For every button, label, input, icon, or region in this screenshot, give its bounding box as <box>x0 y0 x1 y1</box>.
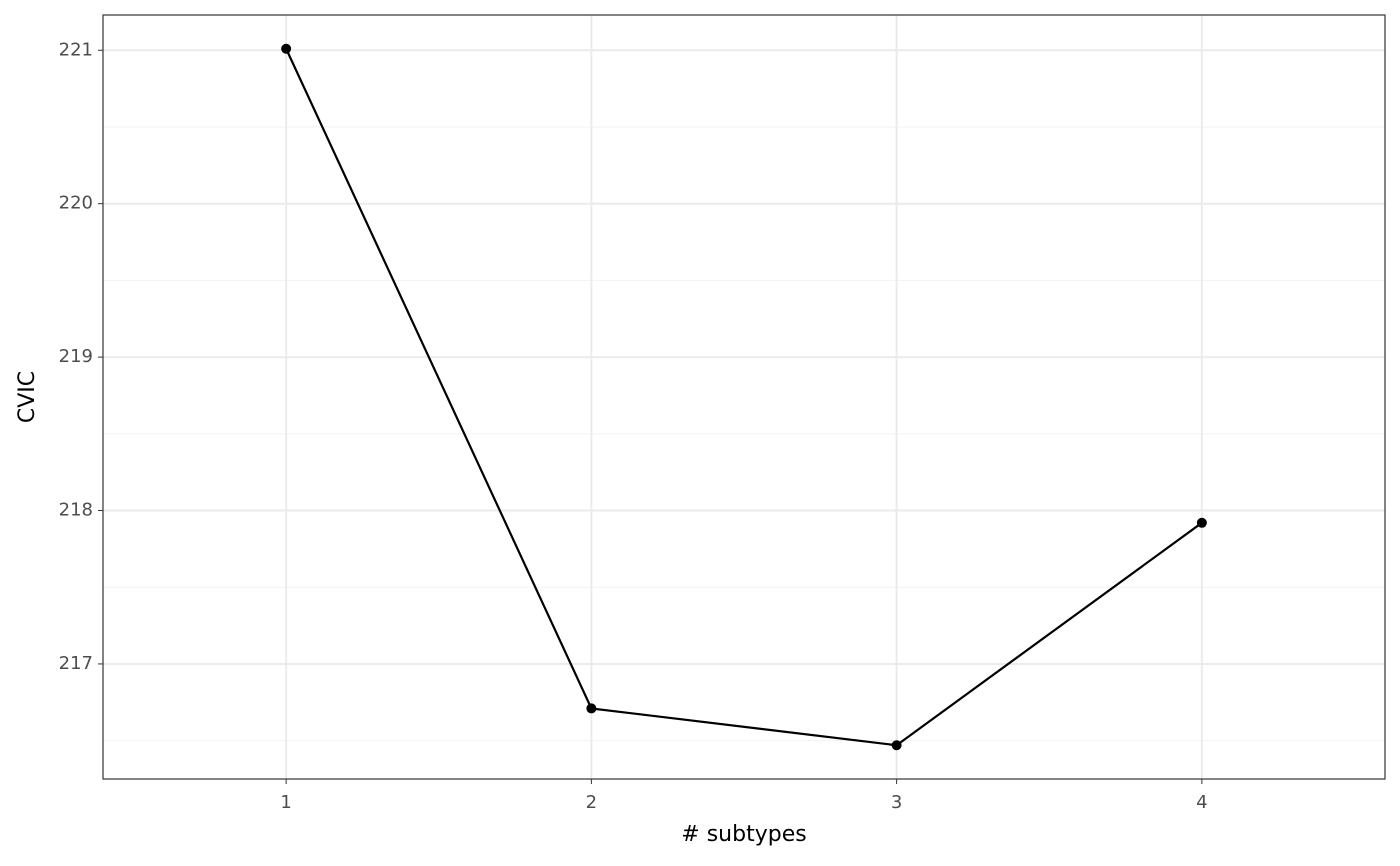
x-tick-label: 1 <box>280 792 291 813</box>
y-tick-label: 219 <box>59 346 93 367</box>
point <box>586 703 597 714</box>
x-tick-label: 2 <box>586 792 597 813</box>
point <box>1196 517 1207 528</box>
point <box>891 740 902 751</box>
x-axis-title: # subtypes <box>681 822 806 847</box>
plot-border <box>102 14 1386 780</box>
line <box>285 48 1203 747</box>
x-tick-label: 3 <box>891 792 902 813</box>
y-axis-title: CVIC <box>15 371 40 423</box>
y-tick-label: 217 <box>59 653 93 674</box>
x-tick-label: 4 <box>1196 792 1207 813</box>
point <box>281 43 292 54</box>
y-tick-label: 218 <box>59 500 93 521</box>
y-tick-label: 221 <box>59 39 93 60</box>
y-tick-label: 220 <box>59 193 93 214</box>
